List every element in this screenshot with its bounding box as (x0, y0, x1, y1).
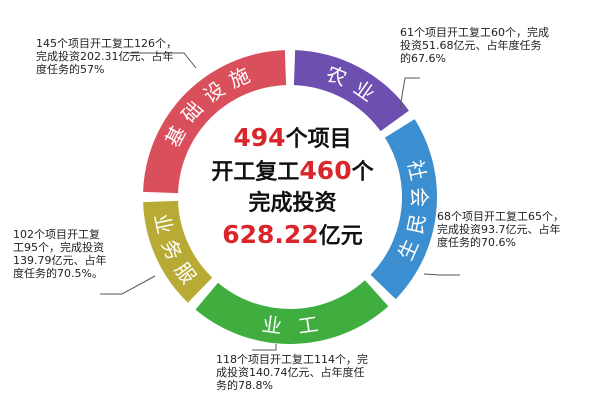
center-num-investment: 628.22 (222, 220, 319, 249)
annotation-line: 139.79亿元、占年 (13, 254, 107, 267)
segment-label-char: 会 (408, 187, 432, 207)
ring-segment-1 (143, 50, 287, 194)
leader-line-3 (423, 273, 460, 276)
annotation-line: 工95个，完成投资 (13, 241, 104, 254)
leader-line-5 (100, 275, 156, 295)
annotation-line: 投资51.68亿元、占年度任务 (400, 39, 542, 52)
center-text-unit: 个 (351, 160, 374, 185)
annotation-line: 务的78.8% (216, 379, 273, 392)
segment-label-char: 工 (296, 312, 319, 339)
center-line-1: 494个项目 (195, 122, 390, 155)
leader-line-1 (128, 52, 197, 69)
center-line-3: 完成投资 (248, 191, 337, 216)
leader-line-4 (252, 344, 277, 351)
annotation-5: 102个项目开工复 工95个，完成投资 139.79亿元、占年 度任务的70.5%。 (13, 228, 107, 280)
annotation-line: 的67.6% (400, 52, 446, 65)
segment-label-char: 社 (403, 158, 431, 183)
annotation-2: 61个项目开工复工60个，完成 投资51.68亿元、占年度任务 的67.6% (400, 26, 549, 65)
annotation-line: 61个项目开工复工60个，完成 (400, 26, 549, 39)
annotation-4: 118个项目开工复工114个，完 成投资140.74亿元、占年度任 务的78.8% (216, 353, 368, 392)
center-line-2: 开工复工460个 (195, 155, 390, 188)
ring-segment-3 (370, 119, 437, 300)
annotation-3: 68个项目开工复工65个， 完成投资93.7亿元、占年 度任务的70.6% (437, 210, 564, 249)
annotation-line: 完成投资202.31亿元、占年 (36, 50, 174, 63)
segment-label-char: 民 (403, 212, 431, 237)
annotation-line: 145个项目开工复工126个， (36, 37, 177, 50)
center-text-yuan: 亿元 (318, 224, 363, 249)
annotation-line: 102个项目开工复 (13, 228, 100, 241)
center-num-projects: 494 (233, 123, 286, 152)
ring-segment-2 (293, 50, 409, 132)
segment-label-char: 业 (150, 212, 178, 237)
center-summary: 494个项目 开工复工460个 完成投资 628.22亿元 (195, 122, 390, 252)
annotation-line: 度任务的70.6% (437, 236, 516, 249)
center-line-4: 628.22亿元 (195, 219, 390, 252)
center-num-started: 460 (299, 156, 352, 185)
annotation-1: 145个项目开工复工126个， 完成投资202.31亿元、占年 度任务的57% (36, 37, 177, 76)
ring-segment-5 (143, 200, 213, 303)
annotation-line: 完成投资93.7亿元、占年 (437, 223, 561, 236)
annotation-line: 68个项目开工复工65个， (437, 210, 564, 223)
center-text-started: 开工复工 (211, 160, 300, 185)
ring-segment-4 (195, 280, 389, 344)
annotation-line: 度任务的57% (36, 63, 105, 76)
segment-label-char: 业 (260, 312, 283, 339)
annotation-line: 118个项目开工复工114个，完 (216, 353, 368, 366)
annotation-line: 成投资140.74亿元、占年度任 (216, 366, 365, 379)
leader-line-2 (399, 77, 420, 109)
center-text-projects: 个项目 (285, 127, 352, 152)
annotation-line: 度任务的70.5%。 (13, 267, 103, 280)
